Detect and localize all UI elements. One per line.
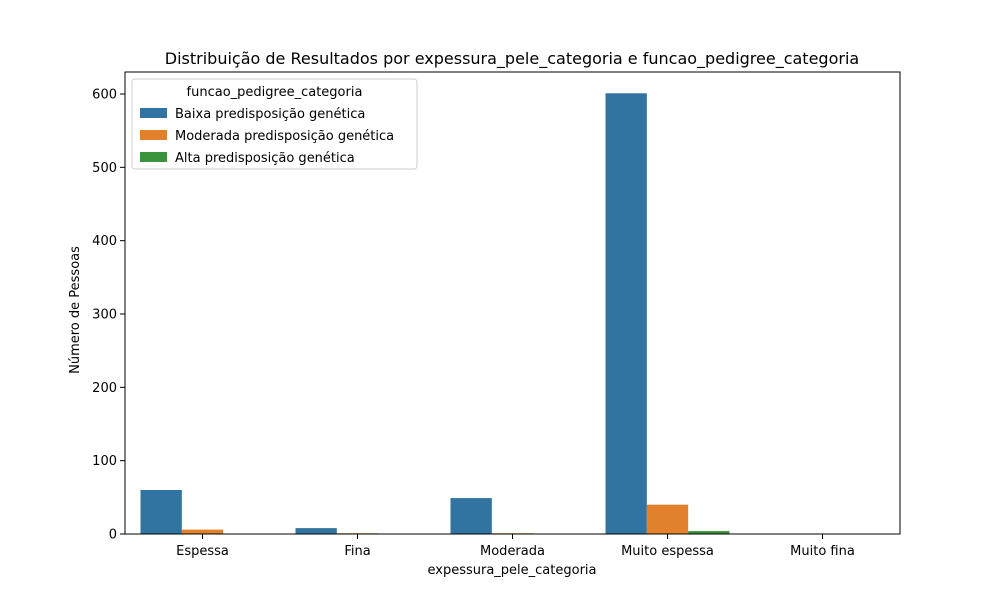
bar-s1-c3 xyxy=(646,504,689,534)
legend-swatch xyxy=(140,152,167,162)
x-tick-label: Moderada xyxy=(480,544,545,559)
legend-box xyxy=(131,78,418,170)
y-tick-label: 0 xyxy=(109,528,117,543)
legend-entry: Moderada predisposição genética xyxy=(175,129,394,144)
legend-swatch xyxy=(140,130,167,140)
bar-s1-c0 xyxy=(181,529,224,534)
plot-area: Espessa Fina Moderada Muito espessa Muito fi… xyxy=(92,71,901,559)
legend-title: funcao_pedigree_categoria xyxy=(187,85,363,100)
y-tick-label: 100 xyxy=(92,454,117,469)
y-tick-label: 200 xyxy=(92,381,117,396)
x-tick-label: Muito espessa xyxy=(621,544,714,559)
y-tick-label: 600 xyxy=(92,88,117,103)
x-axis-label: expessura_pele_categoria xyxy=(427,563,596,578)
legend-swatch xyxy=(140,108,167,118)
y-tick-label: 300 xyxy=(92,308,117,323)
x-tick-label: Fina xyxy=(344,544,370,559)
bar-s0-c3 xyxy=(605,93,647,535)
x-tick-label: Muito fina xyxy=(790,544,855,559)
y-tick-label: 500 xyxy=(92,161,117,176)
bar-s0-c2 xyxy=(450,498,492,534)
legend-entry: Alta predisposição genética xyxy=(175,151,355,166)
bar-s0-c1 xyxy=(295,528,337,534)
chart-title: Distribuição de Resultados por expessura… xyxy=(165,49,859,69)
y-axis-label: Número de Pessoas xyxy=(68,246,83,374)
y-tick-label: 400 xyxy=(92,234,117,249)
bar-s2-c3 xyxy=(688,531,730,534)
legend: funcao_pedigree_categoria Baixa predispos… xyxy=(131,78,418,170)
x-tick-label: Espessa xyxy=(176,544,229,559)
legend-entry: Baixa predisposição genética xyxy=(175,107,365,122)
bar-s0-c0 xyxy=(140,490,182,534)
